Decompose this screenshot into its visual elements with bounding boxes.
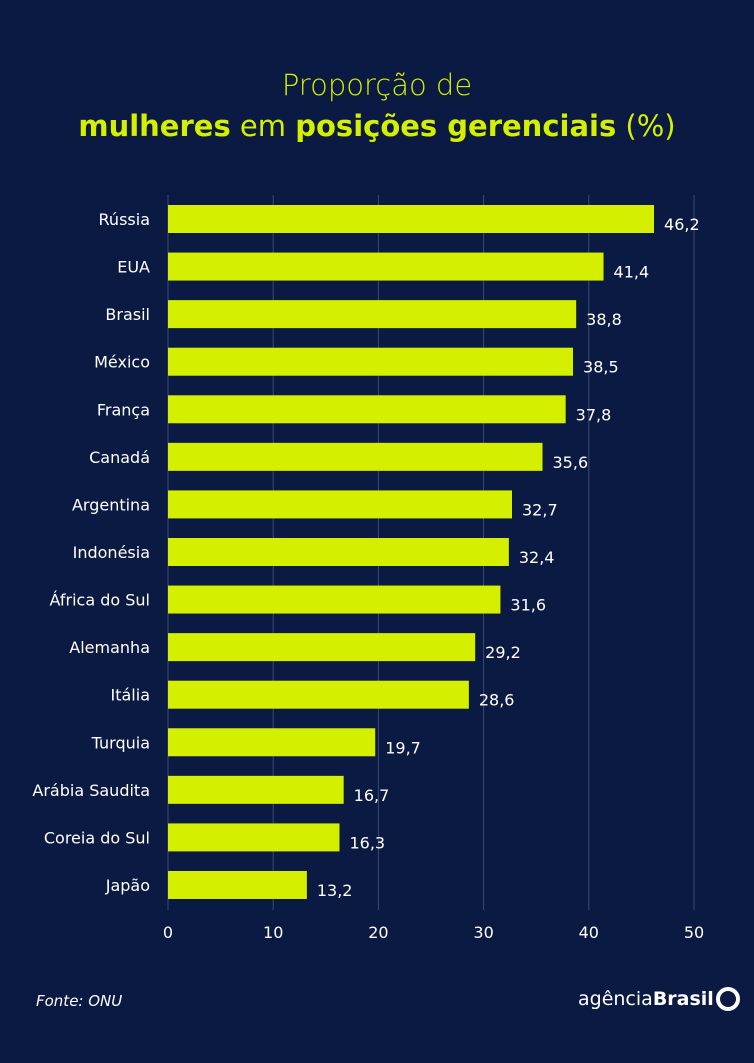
bar (168, 633, 476, 662)
logo-icon (715, 987, 740, 1011)
data-label: 16,7 (354, 786, 390, 805)
bar (168, 490, 513, 519)
x-tick-label: 30 (473, 923, 493, 942)
chart-title-line1: Proporção de (281, 68, 473, 102)
bar (168, 680, 469, 709)
bar (168, 585, 501, 614)
bar (168, 728, 376, 757)
data-label: 29,2 (485, 643, 521, 662)
data-label: 31,6 (510, 596, 546, 615)
bar (168, 537, 509, 566)
bar (168, 252, 604, 281)
x-tick-label: 50 (684, 923, 704, 942)
x-tick-label: 20 (368, 923, 388, 942)
category-label: México (94, 353, 150, 372)
title-part: (%) (616, 109, 676, 143)
title-part: mulheres (78, 109, 231, 143)
bar (168, 205, 655, 233)
bar (168, 300, 577, 329)
category-label: Turquia (91, 733, 150, 752)
data-label: 46,2 (664, 215, 700, 234)
data-label: 32,7 (522, 500, 558, 519)
category-label: Japão (105, 876, 150, 895)
data-label: 13,2 (317, 881, 353, 900)
category-label: Indonésia (73, 543, 150, 562)
category-label: Coreia do Sul (44, 828, 150, 847)
source-note: Fonte: ONU (36, 992, 123, 1010)
title-part: em (230, 109, 296, 143)
bar (168, 870, 307, 899)
data-label: 38,8 (586, 310, 622, 329)
category-label: Brasil (105, 305, 150, 324)
category-label: Rússia (99, 210, 150, 229)
category-label: Arábia Saudita (32, 781, 150, 800)
category-label: África do Sul (50, 591, 151, 610)
category-label: EUA (117, 258, 150, 277)
data-label: 38,5 (583, 358, 619, 377)
data-label: 32,4 (519, 548, 555, 567)
data-label: 16,3 (349, 833, 385, 852)
logo-text-bold: Brasil (652, 988, 714, 1010)
logo-text: agência (578, 988, 653, 1010)
bar (168, 442, 543, 471)
bar (168, 395, 566, 424)
category-label: Itália (111, 686, 151, 705)
data-label: 37,8 (576, 405, 612, 424)
category-label: Argentina (72, 495, 150, 514)
bar (168, 823, 340, 852)
x-tick-label: 40 (579, 923, 599, 942)
bar (168, 347, 574, 376)
category-label: França (97, 400, 150, 419)
data-label: 41,4 (614, 263, 650, 282)
bar (168, 775, 344, 804)
data-label: 28,6 (479, 691, 515, 710)
category-label: Canadá (89, 448, 150, 467)
data-label: 35,6 (553, 453, 589, 472)
chart-title-line2: mulheres em posições gerenciais (%) (0, 107, 754, 145)
category-label: Alemanha (69, 638, 150, 657)
agencia-brasil-logo: agência Brasil (578, 987, 740, 1011)
x-tick-label: 10 (263, 923, 283, 942)
data-label: 19,7 (385, 738, 421, 757)
x-tick-label: 0 (163, 923, 173, 942)
title-part: posições gerenciais (295, 109, 617, 143)
